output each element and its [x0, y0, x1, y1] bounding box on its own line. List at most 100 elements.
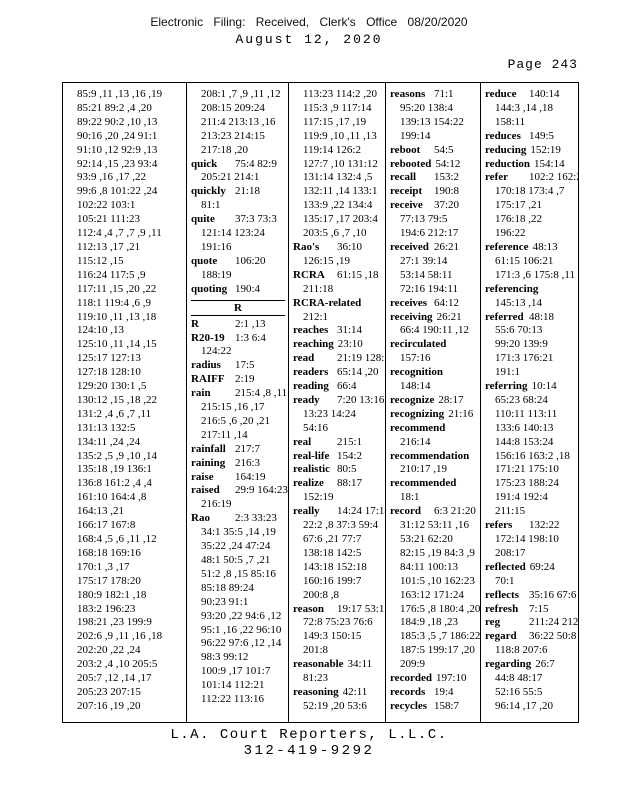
index-entry-continuation: 144:3 ,14 ,18	[485, 102, 577, 116]
index-locators: 54:12	[435, 157, 461, 170]
index-word: realize	[293, 477, 324, 490]
index-entry-continuation: 160:16 199:7	[293, 575, 384, 589]
index-entry: reboot 54:5	[390, 144, 479, 158]
index-entry-continuation: 194:6 212:17	[390, 227, 479, 241]
index-word: recorded	[390, 672, 432, 685]
index-locators: 183:2 196:23	[77, 602, 136, 615]
index-entry-continuation: 82:15 ,19 84:3 ,9	[390, 547, 479, 561]
index-entry-continuation: 135:18 ,19 136:1	[67, 463, 185, 477]
index-entry-continuation: 125:17 127:13	[67, 352, 185, 366]
index-entry: R 2:1 ,13	[191, 318, 287, 332]
index-locators: 132:22	[529, 519, 560, 532]
index-entry-continuation: 52:19 ,20 53:6	[293, 700, 384, 714]
index-word: referred	[485, 310, 524, 323]
index-entry: R20-19 1:3 6:4	[191, 332, 287, 346]
index-entry-continuation: 44:8 48:17	[485, 672, 577, 686]
index-locators: 115:3 ,9 117:14	[303, 101, 372, 114]
index-locators: 164:13 ,21	[77, 505, 125, 518]
index-locators: 170:18 173:4 ,7	[495, 185, 565, 198]
index-entry-continuation: 119:10 ,11 ,13 ,18	[67, 311, 185, 325]
index-entry-continuation: 134:11 ,24 ,24	[67, 436, 185, 450]
index-entry: reference 48:13	[485, 241, 577, 255]
index-locators: 7:15	[529, 602, 549, 615]
index-entry-continuation: 212:1	[293, 311, 384, 325]
index-entry-continuation: 91:10 ,12 92:9 ,13	[67, 144, 185, 158]
index-entry-continuation: 171:3 ,6 175:8 ,11	[485, 269, 577, 283]
index-locators: 127:7 ,10 131:12	[303, 157, 378, 170]
index-locators: 65:23 68:24	[495, 393, 548, 406]
index-entry-continuation: 116:24 117:5 ,9	[67, 269, 185, 283]
index-locators: 118:1 119:4 ,6 ,9	[77, 296, 152, 309]
index-locators: 201:8	[303, 644, 329, 657]
index-locators: 51:2 ,8 ,15 85:16	[201, 567, 276, 580]
index-locators: 84:11 100:13	[400, 560, 458, 573]
index-locators: 96:22 97:6 ,12 ,14	[201, 637, 282, 650]
index-word: rain	[191, 387, 211, 400]
index-entry-continuation: 72:16 194:11	[390, 283, 479, 297]
index-locators: 115:12 ,15	[77, 254, 124, 267]
index-locators: 64:12	[434, 296, 460, 309]
index-entry-continuation: 98:3 99:12	[191, 651, 287, 665]
index-locators: 213:23 214:15	[201, 129, 265, 142]
index-entry-continuation: 215:15 ,16 ,17	[191, 401, 287, 415]
index-locators: 71:1	[434, 88, 454, 100]
index-word: ready	[293, 393, 320, 406]
index-entry-continuation: 136:8 161:2 ,4 ,4	[67, 477, 185, 491]
index-locators: 99:20 139:9	[495, 338, 548, 351]
index-locators: 211:15	[495, 505, 526, 518]
index-locators: 18:1	[400, 491, 420, 504]
index-locators: 35:16 67:6	[529, 588, 577, 601]
index-entry-continuation: 66:4 190:11 ,12	[390, 324, 479, 338]
index-entry-continuation: 184:9 ,18 ,23	[390, 616, 479, 630]
index-entry: record 6:3 21:20	[390, 505, 479, 519]
index-entry: received 26:21	[390, 241, 479, 255]
index-entry-continuation: 201:8	[293, 644, 384, 658]
index-locators: 208:15 209:24	[201, 101, 265, 114]
index-word: receiving	[390, 310, 433, 323]
index-entry-continuation: 95:20 138:4	[390, 102, 479, 116]
index-word: reasonable	[293, 658, 344, 671]
index-entry: recognizing 21:16	[390, 408, 479, 422]
index-entry: reduces 149:5	[485, 130, 577, 144]
index-entry-continuation: 175:23 188:24	[485, 477, 577, 491]
index-locators: 75:4 82:9	[235, 157, 277, 170]
index-entry-continuation: 198:21 ,23 199:9	[67, 616, 185, 630]
index-entry-continuation: 131:2 ,4 ,6 ,7 ,11	[67, 408, 185, 422]
index-entry-continuation: 185:3 ,5 ,7 186:22	[390, 630, 480, 644]
index-entry-continuation: 132:11 ,14 133:1	[293, 185, 384, 199]
index-entry-continuation: 48:1 50:5 ,7 ,21	[191, 554, 287, 568]
index-locators: 149:5	[529, 129, 555, 142]
index-entry: recycles 158:7	[390, 700, 479, 714]
index-locators: 217:11 ,14	[201, 428, 248, 441]
index-locators: 2:3 33:23	[235, 512, 277, 525]
index-locators: 124:10 ,13	[77, 324, 125, 337]
index-locators: 2:1 ,13	[235, 317, 266, 330]
index-entry-continuation: 85:21 89:2 ,4 ,20	[67, 102, 185, 116]
index-word: really	[293, 505, 320, 518]
index-word: readers	[293, 366, 329, 379]
index-entry-continuation: 117:11 ,15 ,20 ,22	[67, 283, 185, 297]
index-locators: 113:23 114:2 ,20	[303, 88, 378, 100]
index-entry-continuation: 95:1 ,16 ,22 96:10	[191, 624, 287, 638]
index-locators: 126:15 ,19	[303, 254, 351, 267]
index-locators: 144:3 ,14 ,18	[495, 101, 554, 114]
index-entry: quoting 190:4	[191, 283, 287, 297]
index-word: recognition	[390, 366, 443, 379]
index-entry-continuation: 157:16	[390, 352, 479, 366]
index-entry: referred 48:18	[485, 311, 577, 325]
index-entry: receipt 190:8	[390, 185, 479, 199]
index-locators: 101:14 112:21	[201, 679, 265, 692]
index-locators: 2:19	[235, 373, 255, 386]
index-locators: 217:18 ,20	[201, 143, 249, 156]
index-word: raise	[191, 470, 214, 483]
index-locators: 216:19	[201, 498, 232, 511]
index-entry: refresh 7:15	[485, 603, 577, 617]
index-word: records	[390, 685, 426, 698]
index-entry: rain 215:4 ,8 ,11 ,12	[191, 387, 288, 401]
index-word: reaches	[293, 324, 329, 337]
index-word: reading	[293, 380, 329, 393]
index-locators: 203:5 ,6 ,7 ,10	[303, 227, 367, 240]
index-entry-continuation: 81:1	[191, 199, 287, 213]
index-entry-continuation: 166:17 167:8	[67, 519, 185, 533]
